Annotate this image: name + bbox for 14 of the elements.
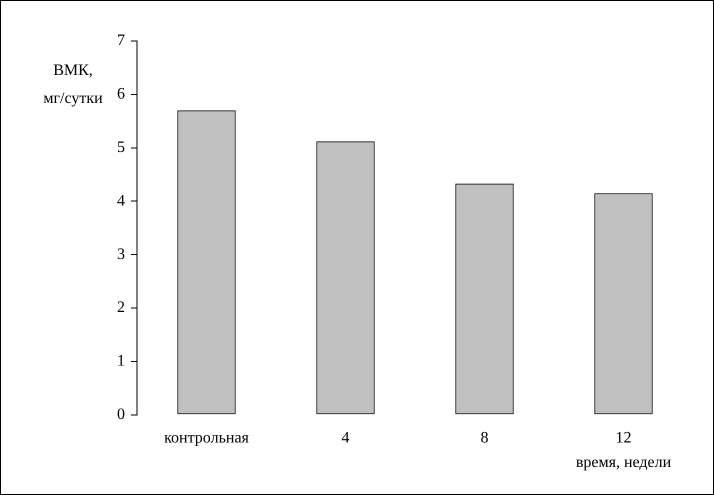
y-axis-title: ВМК, мг/сутки [43, 62, 104, 107]
y-tick-label: 0 [117, 406, 125, 424]
y-tick-label: 7 [117, 32, 125, 50]
x-tick-label: 12 [616, 430, 632, 447]
y-tick-label: 4 [117, 192, 125, 210]
x-axis-title: время, недели [576, 454, 672, 471]
x-tick-label: 4 [342, 430, 350, 447]
y-tick-label: 6 [117, 86, 125, 103]
y-tick-label: 3 [117, 246, 125, 263]
y-tick-label: 1 [117, 352, 125, 370]
y-tick-label: 5 [117, 139, 125, 156]
y-tick-label: 2 [117, 299, 125, 316]
x-tick-label: 8 [480, 430, 488, 447]
x-tick-label: контрольная [164, 430, 250, 447]
